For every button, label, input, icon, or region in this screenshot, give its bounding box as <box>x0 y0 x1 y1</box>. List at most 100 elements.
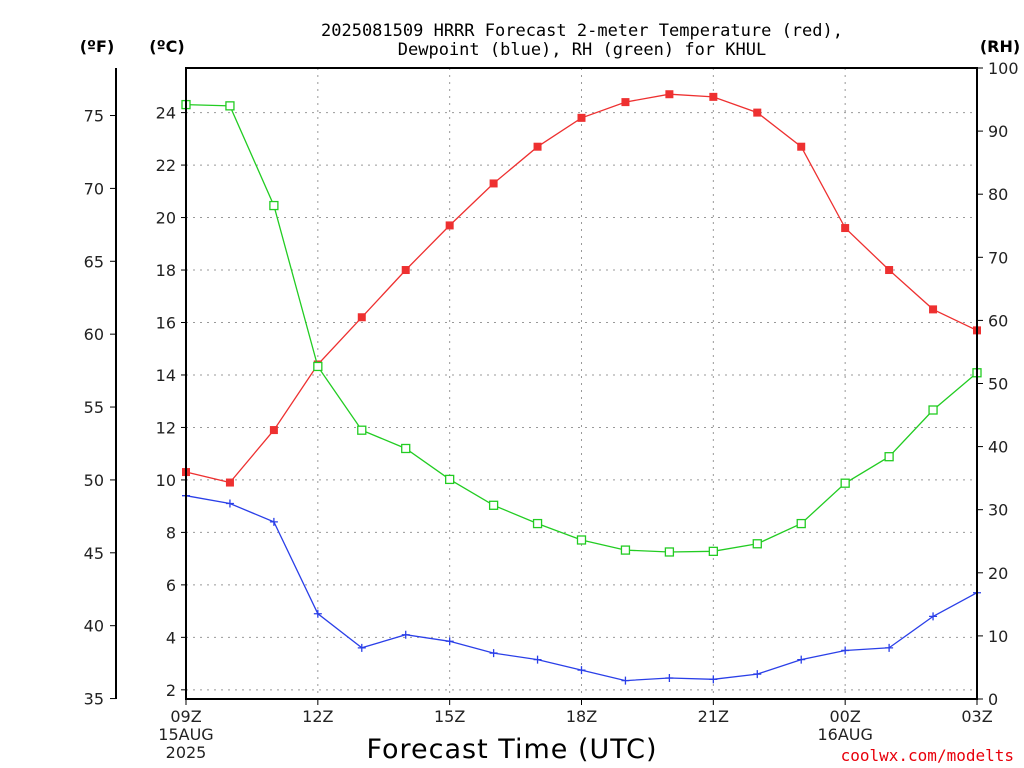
temperature-point <box>577 113 586 122</box>
dewpoint-point <box>709 675 718 684</box>
celsius-tick-label: 12 <box>156 418 176 437</box>
rh-tick-label: 0 <box>988 690 998 709</box>
celsius-tick-label: 10 <box>156 471 176 490</box>
temperature-point <box>929 305 938 314</box>
fahrenheit-tick-label: 50 <box>84 471 104 490</box>
rh-point <box>664 547 675 557</box>
rh-tick-label: 70 <box>988 248 1008 267</box>
fahrenheit-unit-label: (ºF) <box>80 37 115 56</box>
rh-point <box>620 545 631 555</box>
fahrenheit-tick-label: 35 <box>84 690 104 709</box>
temperature-point <box>753 108 762 117</box>
rh-point <box>357 425 367 435</box>
dewpoint-point <box>313 609 322 618</box>
celsius-tick-label: 20 <box>156 209 176 228</box>
rh-tick-label: 10 <box>988 627 1008 646</box>
dewpoint-point <box>797 655 806 664</box>
chart-title-line-1: 2025081509 HRRR Forecast 2-meter Tempera… <box>321 21 843 41</box>
temperature-point <box>621 98 630 107</box>
rh-tick-label: 30 <box>988 501 1008 520</box>
dewpoint-point <box>401 630 410 639</box>
rh-point <box>225 101 235 111</box>
rh-tick-label: 60 <box>988 311 1008 330</box>
temperature-point <box>533 142 542 151</box>
dewpoint-point <box>885 643 894 652</box>
celsius-tick-label: 24 <box>156 104 176 123</box>
dewpoint-point <box>533 655 542 664</box>
credit-label: coolwx.com/modelts <box>841 746 1014 765</box>
x-tick-label: 00Z <box>830 707 861 726</box>
celsius-tick-label: 4 <box>166 628 176 647</box>
rh-tick-label: 90 <box>988 122 1008 141</box>
celsius-tick-label: 16 <box>156 313 176 332</box>
dewpoint-point <box>665 674 674 683</box>
series-layer <box>181 90 982 685</box>
rh-point <box>796 518 806 529</box>
x-tick-label: 03Z <box>961 707 992 726</box>
rh-tick-label: 50 <box>988 375 1008 394</box>
dewpoint-point <box>841 646 850 655</box>
celsius-tick-label: 8 <box>166 523 176 542</box>
rh-point <box>445 474 455 485</box>
temperature-point <box>489 179 498 188</box>
rh-tick-label: 40 <box>988 438 1008 457</box>
rh-point <box>928 405 938 415</box>
celsius-tick-label: 18 <box>156 261 176 280</box>
rh-point <box>488 500 499 510</box>
dewpoint-point <box>357 643 366 652</box>
celsius-tick-label: 2 <box>166 681 176 700</box>
rh-point <box>313 361 323 372</box>
temperature-point <box>885 266 894 275</box>
dewpoint-point <box>753 670 762 679</box>
temperature-point <box>269 426 278 435</box>
dewpoint-point <box>269 517 278 526</box>
dewpoint-point <box>225 499 234 508</box>
temperature-point <box>445 221 454 230</box>
celsius-tick-label: 6 <box>166 576 176 595</box>
temperature-point <box>357 313 366 322</box>
rh-tick-label: 100 <box>988 59 1019 78</box>
dewpoint-point <box>621 676 630 685</box>
temperature-point <box>841 224 850 233</box>
dewpoint-point <box>929 612 938 621</box>
rh-unit-label: (RH) <box>980 37 1020 56</box>
rh-point <box>840 478 850 488</box>
temperature-point <box>665 90 674 99</box>
fahrenheit-tick-label: 65 <box>84 252 104 271</box>
rh-point <box>576 535 587 545</box>
x-tick-label: 2025 <box>166 743 207 762</box>
chart-title-line-2: Dewpoint (blue), RH (green) for KHUL <box>398 40 766 60</box>
fahrenheit-tick-label: 40 <box>84 617 104 636</box>
celsius-unit-label: (ºC) <box>149 37 184 56</box>
rh-tick-label: 80 <box>988 185 1008 204</box>
x-tick-label: 09Z <box>170 707 201 726</box>
temperature-point <box>225 478 234 487</box>
fahrenheit-tick-label: 45 <box>84 544 104 563</box>
dewpoint-point <box>577 666 586 675</box>
dewpoint-point <box>445 637 454 646</box>
rh-tick-label: 20 <box>988 564 1008 583</box>
rh-point <box>884 452 894 462</box>
x-tick-label: 12Z <box>302 707 333 726</box>
celsius-tick-label: 14 <box>156 366 176 385</box>
fahrenheit-tick-label: 55 <box>84 398 104 417</box>
temperature-point <box>797 142 806 151</box>
fahrenheit-tick-label: 75 <box>84 107 104 126</box>
rh-point <box>708 546 718 556</box>
celsius-tick-label: 22 <box>156 156 176 175</box>
fahrenheit-tick-label: 70 <box>84 179 104 198</box>
temperature-point <box>401 266 410 275</box>
x-tick-label: 21Z <box>698 707 729 726</box>
x-tick-label: 18Z <box>566 707 597 726</box>
x-axis-label: Forecast Time (UTC) <box>366 734 657 765</box>
rh-point <box>269 200 279 211</box>
fahrenheit-tick-label: 60 <box>84 325 104 344</box>
rh-point <box>752 539 762 549</box>
x-tick-label: 16AUG <box>817 725 872 744</box>
dewpoint-point <box>489 649 498 658</box>
x-tick-label: 15Z <box>434 707 465 726</box>
rh-point <box>532 518 543 529</box>
temperature-point <box>709 92 718 101</box>
